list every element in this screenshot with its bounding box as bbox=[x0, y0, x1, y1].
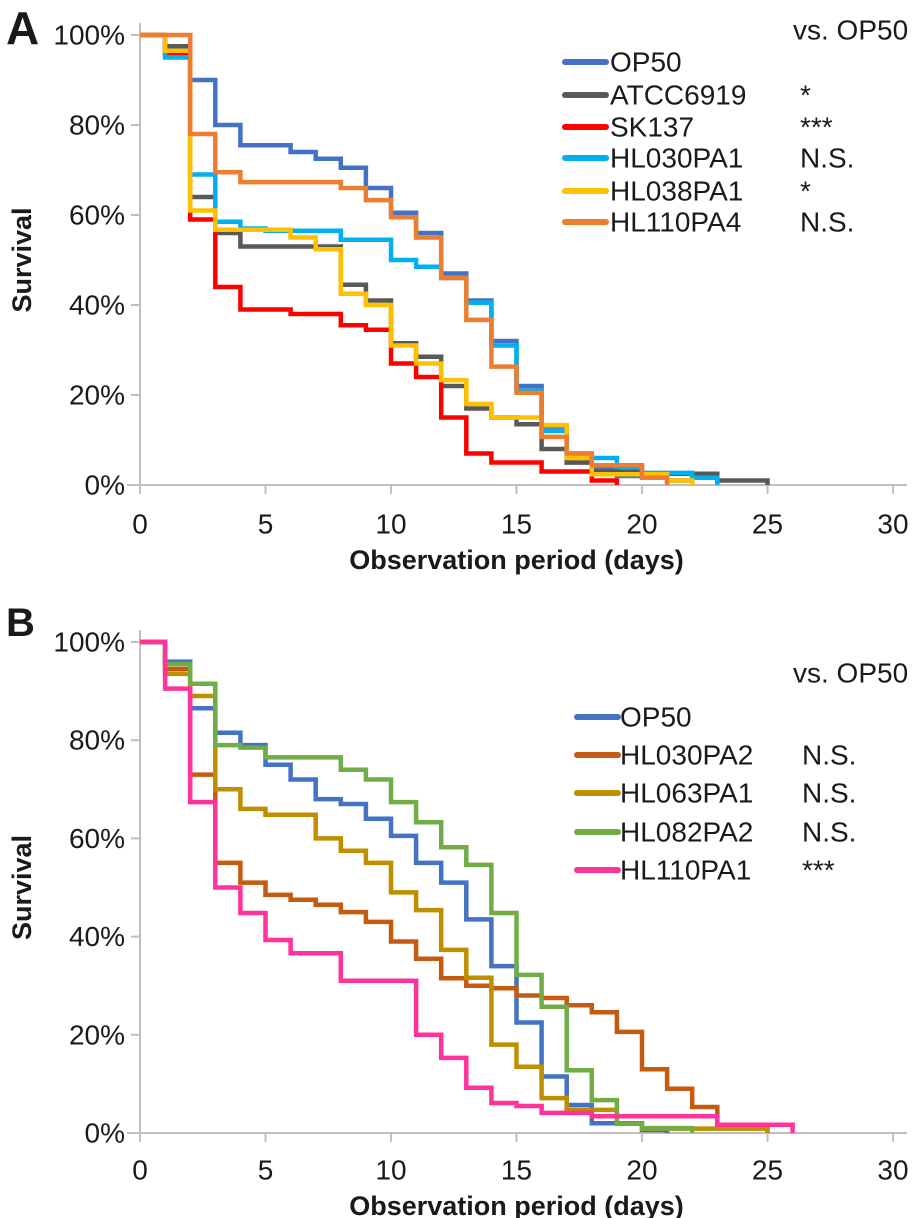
legend-series-name: SK137 bbox=[610, 112, 694, 143]
x-tick-label: 0 bbox=[132, 1155, 148, 1186]
series-line-HL063PA1 bbox=[140, 639, 770, 1133]
legend-item-OP50: OP50 bbox=[574, 702, 692, 733]
series-line-HL038PA1 bbox=[140, 32, 695, 485]
legend-item-HL063PA1: HL063PA1 N.S. bbox=[574, 778, 856, 809]
significance-marker: * bbox=[800, 80, 811, 111]
legend-item-HL030PA2: HL030PA2 N.S. bbox=[574, 740, 856, 771]
x-tick-label: 15 bbox=[501, 509, 532, 540]
significance-marker: N.S. bbox=[802, 778, 856, 809]
series-line-HL110PA1 bbox=[140, 639, 795, 1133]
y-tick-label: 100% bbox=[53, 20, 125, 51]
x-tick-label: 20 bbox=[626, 509, 657, 540]
legend-series-name: HL063PA1 bbox=[620, 778, 753, 809]
series-line-HL082PA2 bbox=[140, 639, 695, 1133]
legend-item-HL082PA2: HL082PA2 N.S. bbox=[574, 817, 856, 848]
significance-marker: *** bbox=[802, 855, 835, 886]
legend-series-name: HL030PA1 bbox=[610, 143, 743, 174]
legend-item-HL110PA1: HL110PA1 *** bbox=[574, 855, 835, 886]
significance-marker: N.S. bbox=[800, 207, 854, 238]
x-tick-label: 25 bbox=[752, 509, 783, 540]
series-line-HL110PA4 bbox=[140, 32, 670, 485]
panel-b-chart: 100% 80% 60% 40% 20% 0%0 5 10 15 20 25 30 Observatio… bbox=[6, 601, 909, 1218]
y-axis-title: Survival bbox=[7, 835, 37, 940]
x-tick-label: 5 bbox=[258, 1155, 274, 1186]
legend-item-HL030PA1: HL030PA1 N.S. bbox=[562, 143, 854, 174]
legend-series-name: HL030PA2 bbox=[620, 740, 753, 771]
legend-series-name: ATCC6919 bbox=[610, 80, 746, 111]
legend-item-HL110PA4: HL110PA4 N.S. bbox=[562, 207, 854, 238]
x-tick-label: 0 bbox=[132, 509, 148, 540]
series-line-HL030PA2 bbox=[140, 639, 770, 1133]
y-tick-label: 80% bbox=[69, 725, 125, 756]
panel-letter: A bbox=[6, 2, 39, 54]
significance-marker: N.S. bbox=[802, 817, 856, 848]
x-axis-title: Observation period (days) bbox=[349, 1191, 684, 1218]
comparison-header: vs. OP50 bbox=[793, 15, 908, 46]
legend-item-HL038PA1: HL038PA1 * bbox=[562, 176, 811, 207]
x-tick-label: 20 bbox=[626, 1155, 657, 1186]
comparison-header: vs. OP50 bbox=[793, 658, 908, 689]
x-tick-label: 30 bbox=[877, 509, 908, 540]
y-tick-label: 0% bbox=[85, 1118, 125, 1149]
series-line-OP50 bbox=[140, 639, 670, 1133]
series-line-SK137 bbox=[140, 32, 620, 485]
x-tick-label: 30 bbox=[877, 1155, 908, 1186]
y-tick-label: 100% bbox=[53, 627, 125, 658]
y-axis-title: Survival bbox=[7, 207, 37, 312]
panel-letter: B bbox=[6, 601, 35, 645]
legend-item-SK137: SK137 *** bbox=[562, 112, 833, 143]
significance-marker: * bbox=[800, 176, 811, 207]
significance-marker: *** bbox=[800, 112, 833, 143]
significance-marker: N.S. bbox=[800, 143, 854, 174]
panel-a-chart: 100% 80% 60% 40% 20% 0%0 5 10 15 20 25 30 Observatio… bbox=[6, 2, 909, 575]
legend-series-name: HL082PA2 bbox=[620, 817, 753, 848]
y-tick-label: 20% bbox=[69, 380, 125, 411]
y-tick-label: 0% bbox=[85, 470, 125, 501]
y-tick-label: 40% bbox=[69, 921, 125, 952]
legend-series-name: HL110PA1 bbox=[620, 855, 751, 886]
y-tick-label: 60% bbox=[69, 200, 125, 231]
legend-item-ATCC6919: ATCC6919 * bbox=[562, 80, 811, 111]
x-tick-label: 5 bbox=[258, 509, 274, 540]
y-tick-label: 80% bbox=[69, 110, 125, 141]
y-tick-label: 40% bbox=[69, 290, 125, 321]
legend-series-name: OP50 bbox=[620, 702, 692, 733]
x-tick-label: 10 bbox=[375, 509, 406, 540]
legend-item-OP50: OP50 bbox=[562, 47, 682, 78]
legend-series-name: HL038PA1 bbox=[610, 176, 743, 207]
x-tick-label: 10 bbox=[375, 1155, 406, 1186]
significance-marker: N.S. bbox=[802, 740, 856, 771]
y-tick-label: 20% bbox=[69, 1019, 125, 1050]
y-tick-label: 60% bbox=[69, 823, 125, 854]
legend-series-name: HL110PA4 bbox=[610, 207, 741, 238]
x-tick-label: 15 bbox=[501, 1155, 532, 1186]
legend-series-name: OP50 bbox=[610, 47, 682, 78]
x-tick-label: 25 bbox=[752, 1155, 783, 1186]
x-axis-title: Observation period (days) bbox=[349, 545, 684, 575]
